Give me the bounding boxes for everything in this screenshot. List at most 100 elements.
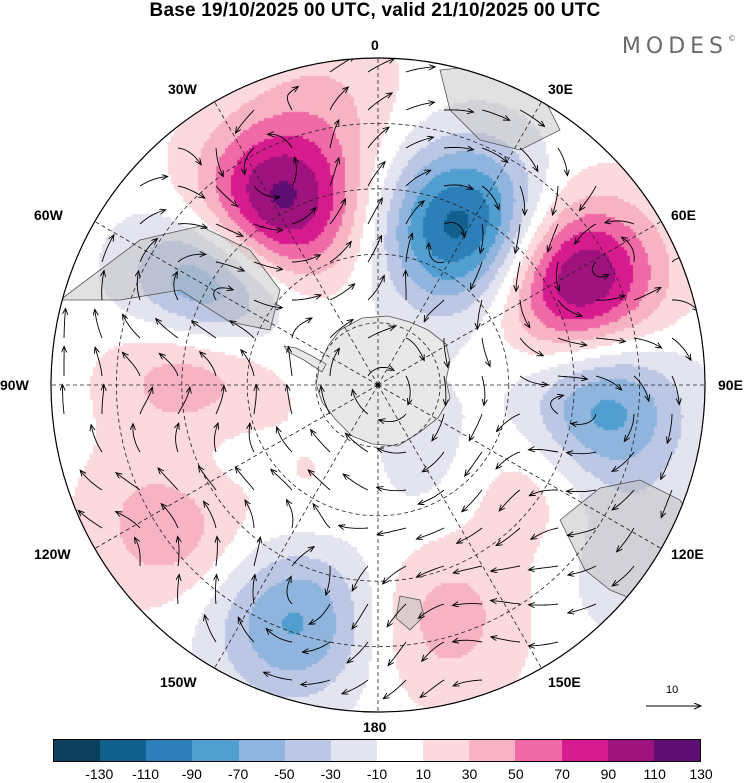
wind-streamline (405, 375, 410, 404)
wind-streamline (178, 537, 179, 567)
south-america-outline (58, 225, 281, 331)
wind-streamline (343, 679, 369, 694)
wind-streamline (405, 137, 433, 149)
wind-streamline (529, 604, 559, 605)
wind-streamline (492, 565, 521, 571)
wind-streamline (367, 236, 381, 263)
wind-streamline (557, 376, 587, 379)
wind-streamline (253, 538, 260, 567)
colorbar-tick-label: 70 (554, 766, 570, 782)
wind-streamline (367, 128, 388, 149)
meridian-line (377, 384, 542, 669)
colorbar-tick-label: -50 (274, 766, 295, 782)
wind-streamline (253, 261, 282, 269)
wind-streamline (481, 185, 499, 209)
wind-streamline (329, 320, 352, 339)
wind-streamline (367, 327, 394, 339)
colorbar-swatch (284, 740, 331, 761)
wind-streamline (465, 451, 483, 475)
wind-streamline (548, 223, 559, 251)
wind-streamline (253, 299, 282, 308)
wind-streamline (617, 527, 635, 551)
lon-label-60e: 60E (671, 207, 696, 223)
wind-streamline (62, 385, 64, 415)
wind-streamline (421, 679, 445, 697)
wind-streamline (245, 501, 255, 529)
map-title: Base 19/10/2025 00 UTC, valid 21/10/2025… (149, 0, 601, 21)
wind-streamline (462, 489, 483, 511)
antarctica-landmass (315, 315, 451, 447)
wind-streamline (254, 385, 256, 415)
wind-streamline (568, 527, 597, 535)
wind-streamline (292, 295, 320, 301)
wind-streamline (622, 238, 635, 263)
wind-streamline (176, 424, 179, 453)
wind-streamline (178, 575, 180, 605)
wind-streamline (95, 348, 103, 377)
wind-streamline (117, 473, 141, 491)
wind-streamline (271, 470, 293, 491)
wind-streamline (287, 386, 293, 415)
wind-streamline (289, 347, 293, 377)
wind-streamline (453, 604, 483, 606)
wind-streamline (443, 110, 473, 112)
wind-streamline (530, 641, 559, 646)
colorbar-tick-label: 110 (643, 766, 666, 782)
wind-streamline (497, 451, 521, 468)
wind-streamline (519, 375, 547, 385)
wind-streamline (344, 475, 369, 491)
wind-streamline (405, 337, 424, 360)
wind-streamline (102, 271, 104, 301)
wind-streamline (177, 254, 205, 263)
wind-streamline (95, 310, 103, 339)
lon-label-150e: 150E (548, 674, 581, 690)
wind-streamline (480, 223, 483, 253)
wind-streamline (671, 375, 679, 404)
wind-streamline (236, 109, 255, 132)
latitude-circle (181, 188, 575, 582)
lon-label-60w: 60W (34, 207, 63, 223)
wind-streamline (213, 288, 233, 301)
wind-streamline (443, 338, 448, 367)
colorbar-swatch (515, 740, 562, 761)
wind-streamline (353, 565, 369, 590)
wind-streamline (613, 565, 635, 585)
wind-streamline (569, 565, 597, 575)
wind-streamline (215, 575, 216, 605)
colorbar-swatch (54, 740, 101, 761)
wind-streamline (417, 565, 445, 577)
colorbar-swatch (561, 740, 608, 761)
meridian-line (94, 221, 379, 386)
wind-streamline (515, 223, 521, 252)
copyright-mark: © (728, 34, 736, 43)
wind-streamline (406, 271, 407, 301)
wind-streamline (139, 210, 165, 225)
wind-streamline (329, 242, 351, 263)
wind-streamline (264, 673, 293, 681)
wind-streamline (204, 502, 217, 529)
wind-streamline (329, 200, 345, 225)
colorbar-tick-label: -130 (85, 766, 114, 782)
wind-streamline (405, 102, 434, 111)
latitude-circle (115, 122, 641, 648)
wind-streamline (102, 385, 104, 414)
wind-streamline (215, 387, 224, 415)
wind-streamline (244, 147, 255, 174)
wind-streamline (671, 337, 691, 360)
wind-streamline (329, 88, 348, 111)
wind-streamline (214, 424, 217, 453)
wind-streamline (159, 469, 179, 491)
wind-streamline (216, 537, 217, 567)
wind-streamline (367, 93, 391, 111)
wind-streamline (519, 299, 529, 327)
wind-streamline (177, 388, 190, 415)
colorbar-tick-label: 30 (461, 766, 478, 782)
wind-streamline (367, 59, 394, 73)
wind-streamline (457, 527, 483, 543)
modes-logo: MODES© (622, 34, 736, 59)
map-disc (51, 58, 705, 712)
wind-streamline (567, 490, 597, 492)
wind-streamline (123, 315, 141, 339)
wind-streamline (388, 603, 407, 626)
wind-streamline (137, 272, 140, 301)
